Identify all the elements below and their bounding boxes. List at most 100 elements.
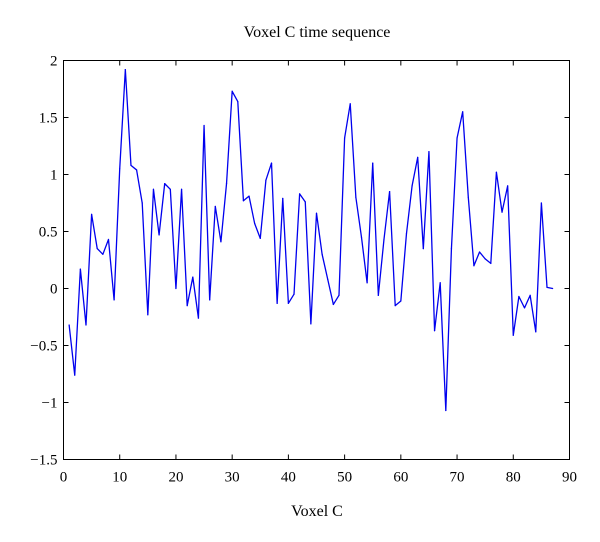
data-point (68, 324, 70, 326)
data-point (400, 300, 402, 302)
data-point (91, 213, 93, 215)
data-point (282, 197, 284, 200)
data-point (366, 282, 368, 284)
x-tick-label: 40 (281, 470, 296, 486)
x-tick-label: 90 (562, 470, 577, 486)
data-point (197, 317, 200, 319)
data-point (74, 374, 76, 376)
data-point (445, 409, 447, 412)
data-point (394, 305, 396, 307)
data-point (276, 302, 278, 304)
data-point (265, 179, 267, 181)
data-point (231, 90, 233, 92)
data-point (135, 169, 138, 171)
series-points (68, 69, 554, 412)
data-point (124, 69, 126, 71)
data-point (214, 205, 216, 208)
data-point (175, 287, 177, 290)
x-axis-label: Voxel C (291, 503, 343, 520)
data-point (141, 202, 143, 204)
data-point (186, 305, 188, 307)
x-tick-label: 50 (337, 470, 352, 486)
data-point (304, 201, 306, 203)
x-tick-label: 10 (112, 470, 127, 486)
data-point (433, 330, 436, 332)
axis-ticks (63, 60, 570, 460)
data-point (422, 248, 424, 250)
data-point (113, 299, 115, 301)
data-point (484, 258, 486, 260)
data-point (377, 294, 379, 296)
data-point (130, 164, 132, 166)
data-point (338, 294, 340, 296)
data-point (220, 241, 222, 243)
data-point (411, 185, 413, 187)
data-point (242, 200, 245, 202)
data-point (405, 233, 408, 235)
data-point (315, 212, 318, 214)
data-point (456, 137, 458, 139)
y-tick-label: −1.5 (30, 453, 57, 469)
data-point (259, 237, 261, 239)
data-point (327, 278, 329, 280)
data-point (85, 324, 87, 326)
data-point (462, 111, 464, 113)
x-tick-label: 30 (225, 470, 240, 486)
data-point (287, 302, 289, 304)
data-point (540, 202, 542, 204)
data-point (147, 314, 149, 316)
data-point (523, 307, 526, 309)
y-tick-label: 1.5 (39, 111, 58, 127)
x-tick-label: 60 (393, 470, 408, 486)
y-tick-label: 0.5 (39, 225, 58, 241)
data-point (164, 183, 166, 185)
data-point (299, 193, 301, 195)
y-tick-label: 0 (50, 282, 58, 298)
data-point (372, 162, 374, 164)
data-point (321, 253, 323, 255)
data-point (417, 156, 419, 158)
data-point (349, 103, 351, 105)
data-point (383, 238, 385, 241)
data-point (119, 168, 121, 170)
y-tick-label: −1 (42, 396, 58, 412)
data-point (96, 248, 98, 250)
chart-title: Voxel C time sequence (244, 24, 391, 41)
data-point (270, 162, 273, 164)
series-line (68, 68, 553, 412)
data-point (237, 100, 239, 103)
x-tick-label: 80 (506, 470, 521, 486)
data-point (439, 282, 441, 284)
data-point (495, 171, 498, 173)
data-point (467, 196, 469, 198)
x-tick-label: 70 (450, 470, 465, 486)
data-point (507, 185, 509, 187)
data-point (203, 124, 205, 127)
data-point (355, 196, 357, 198)
data-point (535, 331, 537, 333)
data-point (490, 262, 492, 265)
data-point (428, 151, 430, 153)
data-point (248, 195, 250, 197)
data-point (102, 253, 104, 255)
data-point (332, 303, 334, 306)
data-point (450, 248, 453, 250)
data-point (518, 295, 520, 298)
data-point (169, 188, 171, 190)
data-point (180, 188, 183, 190)
data-point (79, 268, 81, 270)
data-point (152, 188, 155, 190)
data-point (107, 238, 110, 241)
data-point (360, 236, 363, 238)
y-tick-label: −0.5 (30, 339, 57, 355)
plot-area-frame (63, 60, 570, 460)
y-tick-label: 2 (50, 54, 58, 70)
y-tick-label: 1 (50, 168, 58, 184)
data-point (158, 234, 160, 236)
x-tick-label: 0 (60, 470, 68, 486)
data-point (209, 299, 211, 301)
data-point (529, 294, 531, 296)
data-point (552, 287, 554, 290)
data-point (388, 191, 391, 193)
